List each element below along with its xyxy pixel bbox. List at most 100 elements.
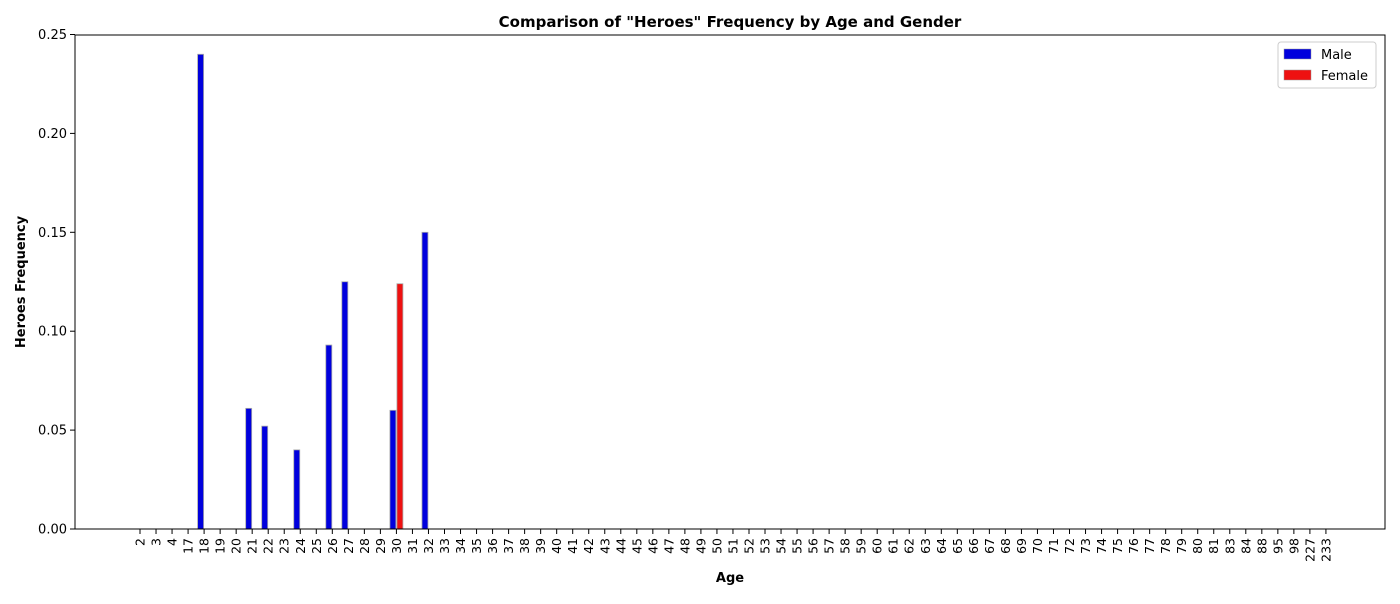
bar-male-21 bbox=[245, 407, 253, 530]
x-tick-label: 31 bbox=[405, 538, 420, 554]
x-tick-label: 17 bbox=[181, 538, 196, 554]
y-tick-label: 0.05 bbox=[38, 424, 67, 439]
plot-area-frame bbox=[74, 34, 1386, 530]
x-tick-label: 43 bbox=[597, 538, 612, 554]
x-tick-label: 71 bbox=[1046, 538, 1061, 554]
x-tick-label: 95 bbox=[1270, 538, 1285, 554]
x-tick-label: 47 bbox=[661, 538, 676, 554]
x-tick-label: 2 bbox=[133, 538, 148, 546]
x-tick-label: 88 bbox=[1254, 538, 1269, 554]
x-tick-label: 22 bbox=[261, 538, 276, 554]
legend-label-female: Female bbox=[1321, 69, 1368, 84]
x-tick-label: 39 bbox=[533, 538, 548, 554]
x-tick-label: 48 bbox=[677, 538, 692, 554]
x-tick-label: 33 bbox=[437, 538, 452, 554]
x-tick-label: 67 bbox=[982, 538, 997, 554]
y-tick-label: 0.10 bbox=[38, 325, 67, 340]
x-tick-label: 32 bbox=[421, 538, 436, 554]
bar-male-26 bbox=[325, 344, 333, 530]
bar-male-22 bbox=[261, 425, 269, 530]
x-tick-label: 3 bbox=[149, 538, 164, 546]
x-tick-label: 68 bbox=[998, 538, 1013, 554]
x-tick-label: 35 bbox=[469, 538, 484, 554]
x-tick-label: 61 bbox=[886, 538, 901, 554]
x-axis-label: Age bbox=[716, 571, 744, 586]
x-tick-label: 81 bbox=[1206, 538, 1221, 554]
x-tick-label: 41 bbox=[565, 538, 580, 554]
x-tick-label: 51 bbox=[725, 538, 740, 554]
x-tick-label: 64 bbox=[934, 538, 949, 554]
x-tick-label: 40 bbox=[549, 538, 564, 554]
x-tick-label: 18 bbox=[197, 538, 212, 554]
bar-male-27 bbox=[341, 281, 349, 530]
x-tick-label: 25 bbox=[309, 538, 324, 554]
x-tick-label: 23 bbox=[277, 538, 292, 554]
x-tick-label: 44 bbox=[613, 538, 628, 554]
x-tick-label: 27 bbox=[341, 538, 356, 554]
x-tick-label: 62 bbox=[902, 538, 917, 554]
x-tick-label: 78 bbox=[1158, 538, 1173, 554]
x-tick-label: 24 bbox=[293, 538, 308, 554]
x-tick-label: 233 bbox=[1318, 538, 1333, 562]
x-tick-label: 4 bbox=[165, 538, 180, 546]
x-tick-label: 28 bbox=[357, 538, 372, 554]
x-tick-label: 227 bbox=[1302, 538, 1317, 562]
x-tick-label: 65 bbox=[950, 538, 965, 554]
bar-female-30 bbox=[396, 283, 404, 530]
x-tick-label: 26 bbox=[325, 538, 340, 554]
x-tick-label: 72 bbox=[1062, 538, 1077, 554]
x-tick-label: 30 bbox=[389, 538, 404, 554]
y-axis-label: Heroes Frequency bbox=[14, 215, 29, 348]
x-tick-label: 84 bbox=[1238, 538, 1253, 554]
x-tick-label: 70 bbox=[1030, 538, 1045, 554]
bar-male-18 bbox=[197, 53, 205, 530]
x-tick-label: 37 bbox=[501, 538, 516, 554]
x-tick-label: 45 bbox=[629, 538, 644, 554]
x-tick-label: 66 bbox=[966, 538, 981, 554]
x-tick-label: 38 bbox=[517, 538, 532, 554]
legend: Male Female bbox=[1277, 41, 1377, 89]
x-tick-label: 80 bbox=[1190, 538, 1205, 554]
x-tick-label: 42 bbox=[581, 538, 596, 554]
bar-male-30 bbox=[389, 409, 397, 530]
legend-swatch-female bbox=[1283, 69, 1312, 81]
bar-male-32 bbox=[421, 231, 429, 530]
x-tick-label: 69 bbox=[1014, 538, 1029, 554]
legend-label-male: Male bbox=[1321, 48, 1352, 63]
x-tick-label: 46 bbox=[645, 538, 660, 554]
x-tick-label: 60 bbox=[870, 538, 885, 554]
x-tick-label: 55 bbox=[790, 538, 805, 554]
y-tick-label: 0.25 bbox=[38, 28, 67, 43]
x-tick-label: 20 bbox=[229, 538, 244, 554]
x-tick-label: 21 bbox=[245, 538, 260, 554]
x-tick-label: 50 bbox=[709, 538, 724, 554]
x-tick-label: 59 bbox=[854, 538, 869, 554]
x-tick-label: 74 bbox=[1094, 538, 1109, 554]
x-tick-label: 34 bbox=[453, 538, 468, 554]
x-tick-label: 83 bbox=[1222, 538, 1237, 554]
x-tick-label: 53 bbox=[758, 538, 773, 554]
x-axis-ticks: 2 3 4 17 18 19 20 21 22 23 24 25 26 27 28 29 30 31 32 33 34 3… bbox=[133, 529, 1333, 562]
x-tick-label: 58 bbox=[838, 538, 853, 554]
x-tick-label: 76 bbox=[1126, 538, 1141, 554]
x-tick-label: 49 bbox=[693, 538, 708, 554]
x-tick-label: 54 bbox=[774, 538, 789, 554]
x-tick-label: 29 bbox=[373, 538, 388, 554]
x-tick-label: 56 bbox=[806, 538, 821, 554]
bars-group bbox=[197, 53, 429, 530]
x-tick-label: 36 bbox=[485, 538, 500, 554]
y-tick-label: 0.20 bbox=[38, 127, 67, 142]
legend-swatch-male bbox=[1283, 48, 1312, 60]
x-tick-label: 57 bbox=[822, 538, 837, 554]
x-tick-label: 52 bbox=[741, 538, 756, 554]
y-tick-label: 0.00 bbox=[38, 523, 67, 538]
x-tick-label: 19 bbox=[213, 538, 228, 554]
x-tick-label: 77 bbox=[1142, 538, 1157, 554]
chart-title: Comparison of "Heroes" Frequency by Age … bbox=[499, 13, 962, 31]
bar-male-24 bbox=[293, 449, 301, 530]
y-tick-label: 0.15 bbox=[38, 226, 67, 241]
y-axis-ticks: 0.00 0.05 0.10 0.15 0.20 0.25 bbox=[38, 28, 75, 538]
x-tick-label: 79 bbox=[1174, 538, 1189, 554]
